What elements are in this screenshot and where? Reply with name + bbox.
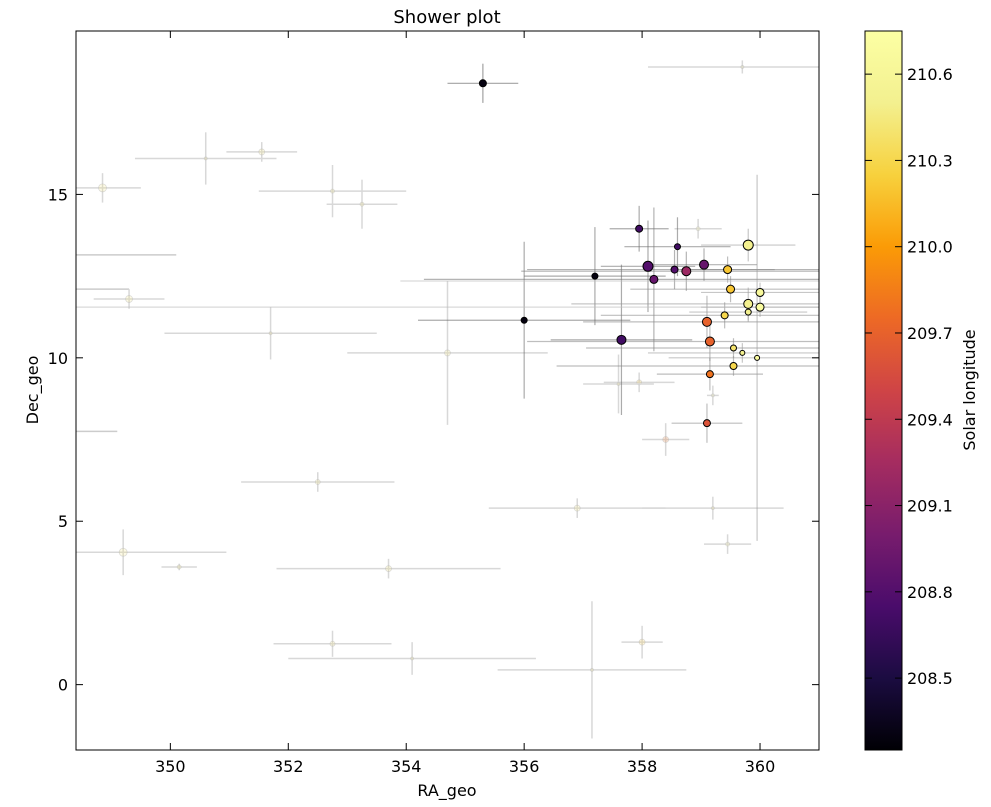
y-tick-label: 5 [58,512,68,531]
data-point [744,308,752,316]
data-point [670,265,679,274]
y-tick-label: 15 [48,185,68,204]
faint-data-point [314,479,321,485]
y-axis-label: Dec_geo [23,356,43,425]
error-bars-layer [76,63,819,541]
data-point [755,302,765,312]
faint-data-point [410,656,415,661]
colorbar-tick-label: 209.7 [907,324,953,343]
colorbar-tick-label: 208.8 [907,583,953,602]
data-point [520,316,528,324]
faint-data-point [710,393,715,398]
colorbar-label: Solar longitude [960,329,979,450]
chart-title: Shower plot [393,7,500,28]
faint-data-point [662,436,670,443]
faint-data-point [710,506,715,511]
faint-data-point [695,226,701,232]
faint-data-point [176,564,182,570]
data-point [681,266,692,277]
data-point [705,370,714,379]
faint-data-point [573,504,581,512]
faint-data-point [330,188,335,194]
faint-data-point [740,65,745,69]
plot-frame [75,30,820,751]
x-tick-label: 352 [273,757,304,776]
data-point [635,224,644,233]
points-layer [478,79,765,428]
colorbar-tick-label: 210.6 [907,65,953,84]
colorbar-ticks: 208.5 208.8 209.1 209.4 209.7 210.0 210.3 210.6 [865,65,953,688]
y-tick-label: 10 [48,349,68,368]
data-point [723,265,733,275]
faint-data-point [203,156,208,161]
data-point [729,361,738,370]
colorbar-tick-label: 209.4 [907,410,953,429]
x-tick-label: 354 [391,757,422,776]
x-tick-label: 360 [745,757,776,776]
data-point [726,284,736,294]
faint-data-point [258,148,266,156]
data-point [673,243,681,251]
data-point [755,287,765,297]
y-axis-ticks: 0 5 10 15 [48,185,819,695]
faint-data-point [638,638,646,646]
faint-data-point [268,331,273,336]
data-point [702,419,711,428]
x-axis-ticks: 350 352 354 356 358 360 [155,31,775,776]
x-tick-label: 358 [627,757,658,776]
faint-segment-layer [76,254,177,433]
data-point [704,336,715,347]
faint-data-point [329,640,336,647]
faint-data-point [385,565,392,573]
faint-data-point [616,382,621,386]
faint-data-point [444,349,451,357]
data-point [642,260,654,272]
y-tick-label: 0 [58,676,68,695]
x-tick-label: 356 [509,757,540,776]
data-point [699,259,710,270]
faint-data-point [725,541,730,547]
data-point [754,354,761,361]
x-axis-label: RA_geo [417,781,476,801]
colorbar-tick-label: 210.0 [907,238,953,257]
faint-points-layer [76,60,819,739]
faint-data-point [590,668,594,672]
faint-data-point [118,547,128,557]
colorbar-tick-label: 210.3 [907,151,953,170]
data-point [743,298,754,309]
colorbar [864,30,903,751]
data-point [739,349,746,356]
colorbar-tick-label: 208.5 [907,669,953,688]
faint-data-point [98,183,107,193]
colorbar-tick-label: 209.1 [907,497,953,516]
data-point [649,274,659,284]
data-point [720,311,729,320]
data-point [591,272,599,280]
data-point [729,344,737,352]
data-point [742,239,754,251]
data-point [616,334,627,345]
faint-data-point [125,295,133,303]
data-point [701,316,712,327]
x-tick-label: 350 [155,757,186,776]
data-point [478,79,487,88]
faint-data-point [359,201,365,207]
